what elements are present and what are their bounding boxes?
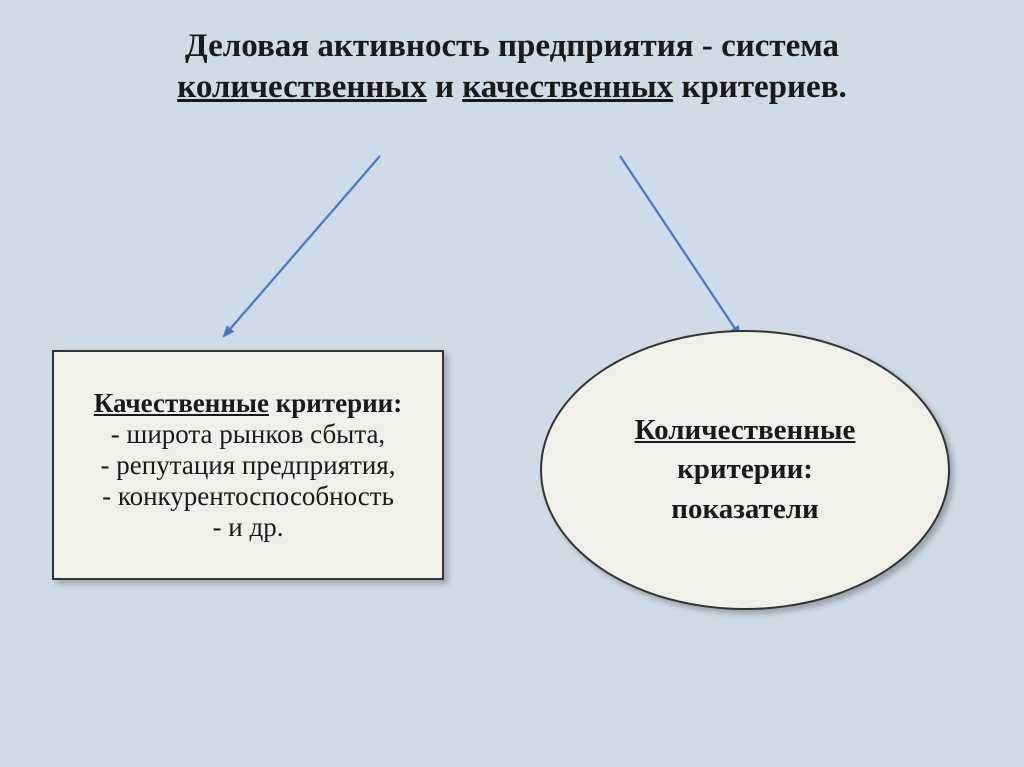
qualitative-header-rest: критерии: [269, 388, 402, 418]
qualitative-criteria-box: Качественные критерии: - широта рынков с… [52, 350, 444, 580]
title-mid: и [427, 69, 463, 105]
arrow-left [224, 156, 380, 336]
title-u2: качественных [462, 69, 673, 105]
qualitative-header-u: Качественные [94, 388, 269, 418]
quantitative-header: Количественные [635, 414, 856, 446]
qualitative-item: - широта рынков сбыта, [68, 419, 428, 450]
title-u1: количественных [177, 69, 426, 105]
quantitative-line2: критерии: [677, 450, 813, 489]
quantitative-criteria-ellipse: Количественные критерии: показатели [540, 330, 950, 610]
slide-title: Деловая активность предприятия - система… [0, 26, 1024, 109]
title-line1: Деловая активность предприятия - система [185, 28, 839, 64]
quantitative-line3: показатели [671, 490, 818, 529]
qualitative-item: - конкурентоспособность [68, 481, 428, 512]
qualitative-header: Качественные критерии: [68, 388, 428, 419]
arrow-right [620, 156, 740, 336]
title-post: критериев. [673, 69, 847, 105]
qualitative-item: - репутация предприятия, [68, 450, 428, 481]
qualitative-item: - и др. [68, 512, 428, 543]
slide: Деловая активность предприятия - система… [0, 0, 1024, 767]
